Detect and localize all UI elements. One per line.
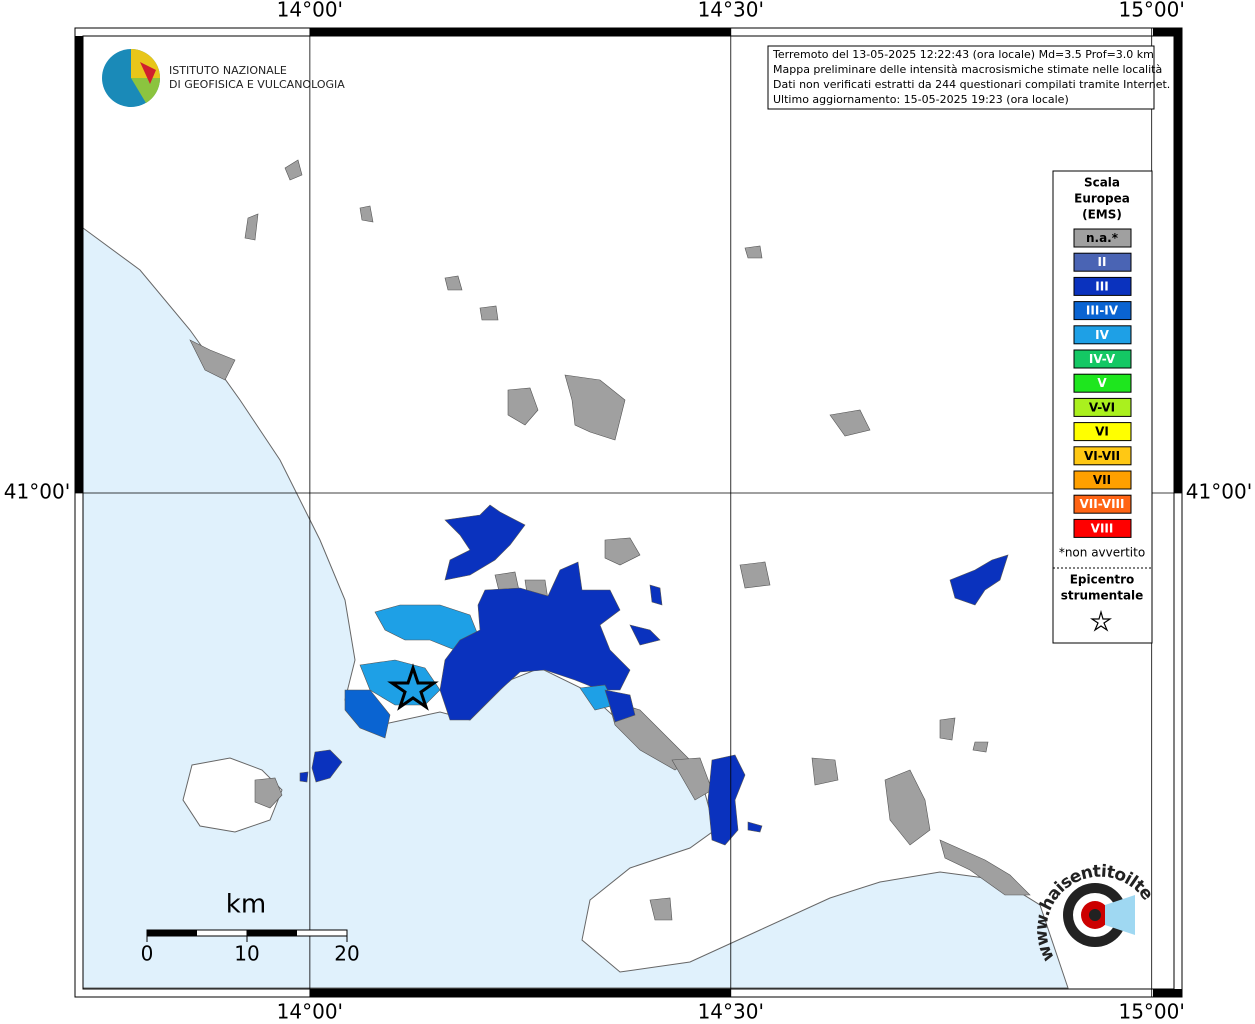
- municipality-group: [344, 504, 1009, 846]
- island: [182, 757, 283, 833]
- legend-swatch: [1073, 518, 1132, 538]
- lon-tick-label: 14°00': [277, 0, 343, 22]
- legend-swatch: [1073, 397, 1132, 417]
- logo-text: DI GEOFISICA E VULCANOLOGIA: [169, 78, 345, 91]
- legend-epicentre: Epicentro: [1070, 573, 1135, 587]
- legend-epicentre: strumentale: [1061, 589, 1144, 603]
- legend-label: V: [1097, 376, 1107, 390]
- scale-tick-label: 0: [141, 942, 154, 966]
- legend-title: Scala: [1084, 176, 1120, 190]
- legend-label: III: [1095, 279, 1108, 293]
- legend-label: VII-VIII: [1079, 497, 1124, 511]
- lon-tick-label: 15°00': [1118, 0, 1184, 22]
- legend-label: V-VI: [1089, 400, 1115, 414]
- legend-label: IV-V: [1089, 352, 1116, 366]
- frame-border: [74, 27, 1183, 998]
- info-line: Dati non verificati estratti da 244 ques…: [773, 78, 1170, 91]
- logo-text: ISTITUTO NAZIONALE: [169, 64, 287, 77]
- legend-swatch: [1073, 422, 1132, 442]
- legend-label: II: [1098, 255, 1107, 269]
- legend-swatch: [1073, 494, 1132, 514]
- lon-tick-label: 14°00': [277, 1000, 343, 1024]
- legend-swatch: [1073, 349, 1132, 369]
- legend-label: VI-VII: [1084, 449, 1120, 463]
- legend-swatch: [1073, 470, 1132, 490]
- municipality: [299, 749, 343, 783]
- legend-star: [1090, 609, 1112, 632]
- lon-tick-label: 15°00': [1118, 1000, 1184, 1024]
- legend-swatch: [1073, 301, 1132, 321]
- legend-swatch: [1073, 446, 1132, 466]
- legend-label: IV: [1095, 328, 1109, 342]
- lon-tick-label: 14°30': [698, 1000, 764, 1024]
- legend-label: VI: [1095, 425, 1109, 439]
- lon-tick-label: 14°30': [698, 0, 764, 22]
- info-line: Terremoto del 13-05-2025 12:22:43 (ora l…: [772, 48, 1154, 61]
- scale-tick-label: 10: [234, 942, 259, 966]
- legend-label: VII: [1093, 473, 1111, 487]
- scale-bar-segment: [147, 930, 197, 936]
- legend-label: III-IV: [1086, 304, 1119, 318]
- legend-swatch: [1073, 228, 1132, 248]
- info-box: [767, 45, 1155, 110]
- epicentre-star: [387, 663, 439, 711]
- legend-swatch: [1073, 276, 1132, 296]
- scale-unit: km: [226, 890, 266, 920]
- lat-tick-label: 41°00': [4, 479, 70, 503]
- legend-note: *non avvertito: [1059, 546, 1145, 560]
- legend-label: VIII: [1091, 521, 1114, 535]
- legend-title: Europea: [1074, 192, 1130, 206]
- scale-tick-label: 20: [334, 942, 359, 966]
- municipality: [254, 777, 283, 809]
- info-line: Ultimo aggiornamento: 15-05-2025 19:23 (…: [773, 93, 1069, 106]
- legend-title: (EMS): [1082, 208, 1122, 222]
- legend-swatch: [1073, 373, 1132, 393]
- municipality-group: [189, 159, 1031, 921]
- scale-bar-segment: [247, 930, 297, 936]
- lat-tick-label: 41°00': [1186, 479, 1252, 503]
- ingv-logo: ISTITUTO NAZIONALE DI GEOFISICA E VULCAN…: [102, 49, 345, 107]
- legend-swatch: [1073, 325, 1132, 345]
- legend-label: n.a.*: [1086, 231, 1119, 245]
- info-line: Mappa preliminare delle intensità macros…: [773, 63, 1162, 76]
- legend-swatch: [1073, 252, 1132, 272]
